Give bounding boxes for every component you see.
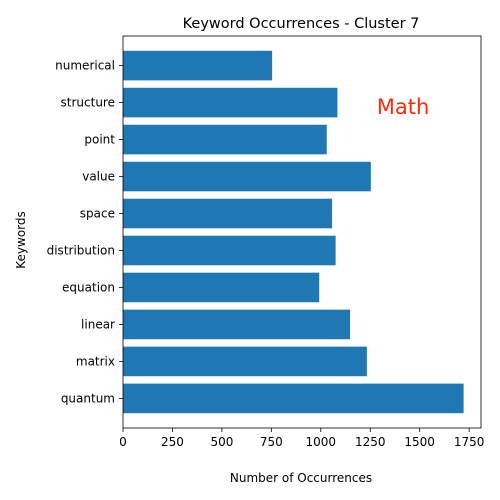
bars-group: [123, 50, 464, 414]
x-tick-label: 1500: [404, 435, 435, 449]
bar-matrix: [123, 346, 367, 377]
y-axis-label: Keywords: [14, 211, 28, 269]
chart-title: Keyword Occurrences - Cluster 7: [183, 16, 420, 32]
bar-linear: [123, 309, 351, 340]
x-tick-label: 750: [260, 435, 283, 449]
x-tick-label: 0: [119, 435, 127, 449]
x-axis-label: Number of Occurrences: [230, 471, 372, 485]
annotation-label: Math: [377, 95, 430, 119]
x-tick-label: 1000: [306, 435, 337, 449]
bar-distribution: [123, 235, 336, 266]
y-tick-label: space: [80, 207, 115, 221]
bar-value: [123, 161, 371, 192]
bar-numerical: [123, 50, 273, 81]
bar-point: [123, 124, 327, 155]
bar-quantum: [123, 383, 464, 414]
x-tick-label: 500: [210, 435, 233, 449]
y-tick-label: equation: [62, 280, 115, 294]
bar-structure: [123, 87, 338, 118]
y-tick-label: numerical: [55, 59, 115, 73]
x-tick-label: 1750: [454, 435, 485, 449]
y-tick-label: quantum: [61, 391, 115, 405]
plot-frame: [122, 35, 482, 429]
y-tick-label: structure: [61, 96, 115, 110]
x-tick-label: 1250: [355, 435, 386, 449]
bar-equation: [123, 272, 320, 303]
axes-group: quantum matrix linear equation distribution s…: [47, 35, 485, 449]
y-tick-label: value: [82, 170, 115, 184]
y-tick-label: linear: [81, 317, 115, 331]
y-tick-label: distribution: [47, 243, 115, 257]
x-tick-label: 250: [161, 435, 184, 449]
bar-space: [123, 198, 333, 229]
y-tick-label: matrix: [76, 354, 115, 368]
y-tick-label: point: [84, 133, 115, 147]
